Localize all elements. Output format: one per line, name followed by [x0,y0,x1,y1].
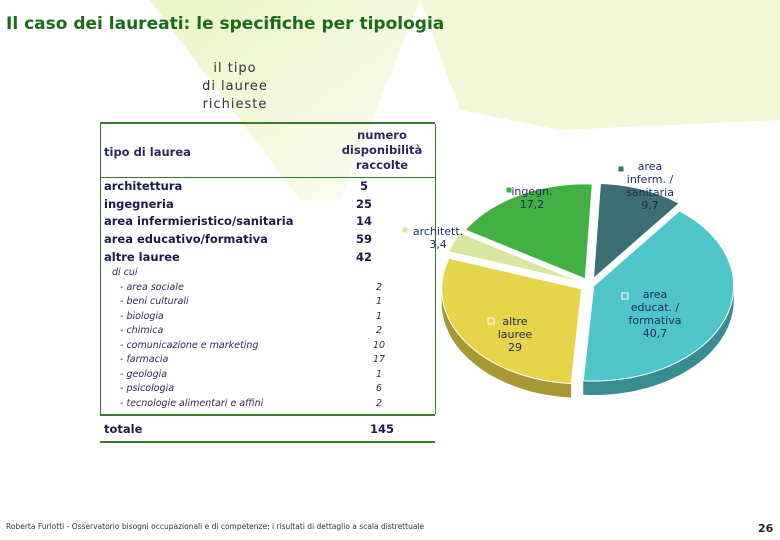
column-header-count-line-2: disponibilità [341,143,423,157]
sub-row: - tecnologie alimentari e affini 2 [120,398,400,412]
column-header-count: numero disponibilità raccolte [340,128,424,173]
page-title: Il caso dei laureati: le specifiche per … [6,14,445,34]
sub-row-value: 10 [372,340,386,351]
sub-row-label: - biologia [120,311,164,322]
slice-label: ingegn. 17,2 [511,185,552,211]
sub-row-value: 2 [375,282,383,293]
row-value: 25 [355,197,372,211]
column-header-count-line-3: raccolte [355,158,409,172]
sub-row: - psicologia 6 [120,383,400,397]
row-value: 59 [355,232,372,246]
total-label: totale [104,422,143,436]
pie-chart: area inferm. / sanitaria 9,7 area educat. / fo… [401,160,735,398]
pie-slice [592,183,681,280]
sub-row: - biologia 1 [120,311,400,325]
row-label: altre lauree [104,250,180,264]
row-label: ingegneria [104,197,174,211]
slice-label: altre lauree 29 [498,315,533,354]
footer-credit: Roberta Furlotti - Osservatorio bisogni … [6,522,425,531]
sub-row-value: 17 [372,354,386,365]
header-rule [100,177,435,178]
legend-marker [505,186,513,194]
sub-row-label: - farmacia [120,354,169,365]
pie-slice [447,232,582,283]
row-label: area infermieristico/sanitaria [104,214,294,228]
row-value: 5 [359,179,368,193]
pie-slice-side [441,288,572,398]
sub-row: - beni culturali 1 [120,296,400,310]
sub-row-value: 1 [375,311,383,322]
sub-row: - chimica 2 [120,325,400,339]
sub-row-label: - area sociale [120,282,184,293]
sub-row-label: - chimica [120,325,164,336]
sub-row-label: - beni culturali [120,296,189,307]
page-number: 26 [758,522,774,535]
sub-row-value: 1 [375,369,383,380]
legend-marker [621,292,629,300]
legend-marker [487,317,495,325]
sub-row: - area sociale 2 [120,282,400,296]
table-row: architettura 5 [104,179,404,195]
row-value: 42 [355,250,372,264]
sub-row-value: 6 [375,383,383,394]
legend-marker [401,226,409,234]
sub-row: - comunicazione e marketing 10 [120,340,400,354]
subtitle: il tipo di lauree richieste [170,60,300,114]
total-bottom-rule [100,441,435,443]
table-row: altre lauree 42 [104,250,404,266]
sub-row: - geologia 1 [120,369,400,383]
row-value: 14 [355,214,372,228]
total-top-rule [100,414,435,416]
subtitle-line-1: il tipo [213,61,257,76]
table-left-border [100,124,101,414]
sub-row: - farmacia 17 [120,354,400,368]
row-label: area educativo/formativa [104,232,268,246]
total-value: 145 [369,422,394,436]
slice-label: area inferm. / sanitaria 9,7 [626,160,674,212]
table-row: area infermieristico/sanitaria 14 [104,214,404,230]
slice-label: area educat. / formativa 40,7 [628,288,681,340]
sub-row-value: 2 [375,325,383,336]
pie-slice [441,257,583,385]
table-top-rule [100,122,435,124]
table-row: ingegneria 25 [104,197,404,213]
sub-row-value: 2 [375,398,383,409]
row-label: architettura [104,179,183,193]
column-header-count-line-1: numero [357,128,407,142]
table-row: area educativo/formativa 59 [104,232,404,248]
pie-slice [464,183,593,280]
of-which-label: di cui [112,267,138,278]
subtitle-line-2: di lauree richieste [202,79,268,112]
table-right-border [435,124,436,414]
sub-row-value: 1 [375,296,383,307]
slice-label: architett. 3,4 [413,225,463,251]
sub-row-label: - geologia [120,369,168,380]
column-header-type: tipo di laurea [104,145,191,159]
sub-row-label: - tecnologie alimentari e affini [120,398,264,409]
pie-slice-side [583,286,734,396]
sub-row-label: - psicologia [120,383,175,394]
legend-marker [617,165,625,173]
pie-slice [582,210,735,382]
sub-row-label: - comunicazione e marketing [120,340,259,351]
